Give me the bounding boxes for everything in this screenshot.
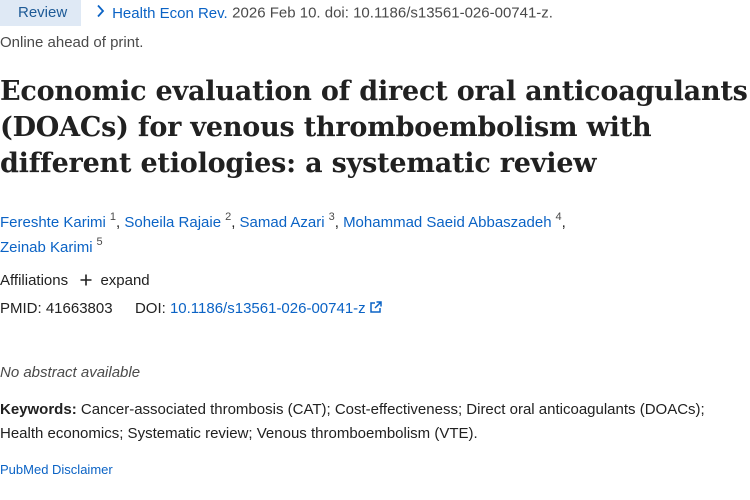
keywords-label: Keywords: [0,401,77,418]
keywords-section: Keywords: Cancer-associated thrombosis (… [0,398,745,446]
affiliations-label: Affiliations [0,272,69,289]
plus-icon [80,273,92,290]
citation-details: 2026 Feb 10. doi: 10.1186/s13561-026-007… [232,4,553,22]
author-affiliation-number[interactable]: 2 [225,211,232,223]
author-link[interactable]: Samad Azari [239,214,325,231]
expand-label: expand [100,272,150,289]
author-affiliation-number[interactable]: 1 [109,211,116,223]
author-link[interactable]: Mohammad Saeid Abbaszadeh [343,214,552,231]
doi-link[interactable]: 10.1186/s13561-026-00741-z [169,300,366,317]
authors-list-continued: Zeinab Karimi 5 [0,231,103,260]
author-affiliation-number[interactable]: 5 [96,236,103,248]
affiliations-toggle[interactable]: Affiliations expand [0,272,150,290]
keywords-text: Cancer-associated thrombosis (CAT); Cost… [0,401,705,442]
pmid-value: 41663803 [45,300,113,317]
pmid-label: PMID: [0,300,42,317]
article-title: Economic evaluation of direct oral antic… [0,76,748,179]
author-link[interactable]: Zeinab Karimi [0,239,93,256]
external-link-icon[interactable] [369,300,382,318]
article-ids: PMID: 41663803 DOI: 10.1186/s13561-026-0… [0,300,382,318]
citation-line: Review Health Econ Rev. 2026 Feb 10. doi… [0,0,553,26]
authors-list: Fereshte Karimi 1, Soheila Rajaie 2, Samad… [0,211,566,231]
no-abstract-note: No abstract available [0,364,141,381]
journal-link[interactable]: Health Econ Rev. [112,4,228,22]
author-affiliation-number[interactable]: 4 [555,211,562,223]
publication-status: Online ahead of print. [0,34,144,51]
author-link[interactable]: Soheila Rajaie [124,214,222,231]
publication-type-badge: Review [0,0,82,26]
author-link[interactable]: Fereshte Karimi [0,214,106,231]
author-affiliation-number[interactable]: 3 [328,211,335,223]
chevron-right-icon [96,4,105,23]
doi-label: DOI: [134,300,166,317]
pubmed-disclaimer-link[interactable]: PubMed Disclaimer [0,462,113,477]
